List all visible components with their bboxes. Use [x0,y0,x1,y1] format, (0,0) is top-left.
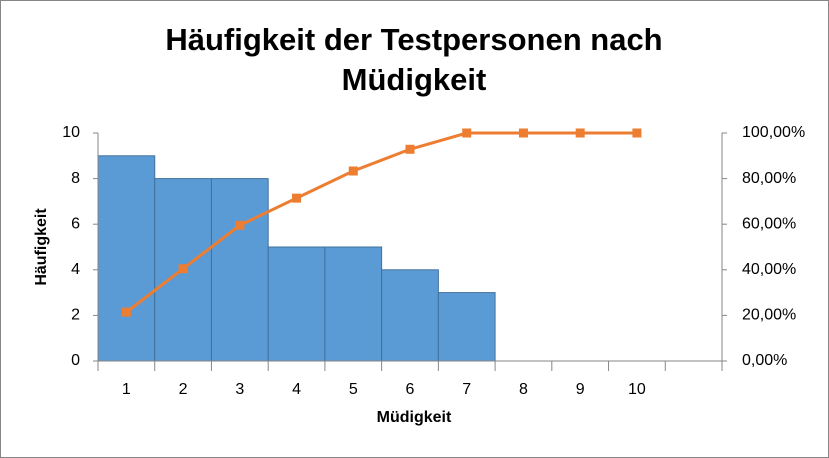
y2-tick-label: 20,00% [742,307,796,324]
line-marker [518,128,528,138]
bar [437,292,496,362]
line-marker [405,144,415,154]
bar [210,178,269,362]
y-axis-title: Häufigkeit [33,208,50,286]
line-marker [632,128,642,138]
x-tick-label: 9 [576,381,585,398]
x-tick-label: 7 [462,381,471,398]
x-tick-label: 2 [179,381,188,398]
y2-tick-label: 60,00% [742,215,796,232]
y2-tick-label: 0,00% [742,352,787,369]
line-marker [235,220,245,230]
bar [324,246,383,362]
y-tick-label: 2 [71,307,80,324]
y-tick-label: 8 [71,170,80,187]
bar [381,269,439,362]
line-marker [121,307,131,317]
x-tick-label: 1 [122,381,131,398]
y-tick-label: 4 [71,261,80,278]
x-tick-label: 3 [235,381,244,398]
y2-tick-label: 100,00% [742,124,805,141]
line-marker [348,166,358,176]
line-marker [292,193,302,203]
x-tick-label: 10 [628,381,646,398]
bar [267,246,326,362]
x-tick-label: 6 [406,381,415,398]
x-tick-label: 5 [349,381,358,398]
line [125,131,637,314]
x-tick-label: 8 [519,381,528,398]
y-tick-label: 6 [71,215,80,232]
line-marker [575,128,585,138]
y2-tick-label: 40,00% [742,261,796,278]
x-tick-label: 4 [292,381,301,398]
y-tick-label: 0 [71,352,80,369]
bar [97,155,156,362]
chart-title: Häufigkeit der Testpersonen nach Müdigke… [165,22,663,97]
y2-tick-label: 80,00% [742,170,796,187]
line-marker [178,264,188,274]
x-axis-title: Müdigkeit [377,409,452,426]
y-tick-label: 10 [62,124,80,141]
line-marker [462,128,472,138]
